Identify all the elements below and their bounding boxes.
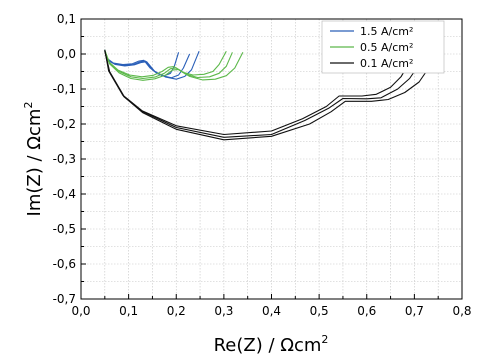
series-2 xyxy=(104,49,244,81)
y-tick-label: 0,1 xyxy=(57,12,76,26)
legend-label-0-5: 0.5 A/cm² xyxy=(360,41,413,54)
axis-ticks xyxy=(80,18,463,300)
series-1-curve-2 xyxy=(104,50,200,80)
y-tick-label: -0,6 xyxy=(53,257,76,271)
y-tick-labels: 0,1 0,0 -0,1 -0,2 -0,3 -0,4 -0,5 -0,6 -0,7 xyxy=(53,12,76,306)
y-tick-label: -0,5 xyxy=(53,222,76,236)
legend-label-0-1: 0.1 A/cm² xyxy=(360,57,413,70)
series-3-curve-2 xyxy=(104,51,434,141)
x-tick-label: 0,5 xyxy=(310,304,329,318)
x-axis-title: Re(Z) / Ωcm2 xyxy=(214,333,329,356)
series-2-curve-2 xyxy=(104,51,244,81)
y-tick-label: 0,0 xyxy=(57,47,76,61)
legend: 1.5 A/cm² 0.5 A/cm² 0.1 A/cm² xyxy=(321,20,445,74)
series-2-curve-1 xyxy=(104,50,233,80)
x-tick-label: 0,4 xyxy=(262,304,281,318)
series-2-curve-3 xyxy=(104,49,227,78)
y-axis-title: Im(Z) / Ωcm2 xyxy=(22,102,45,217)
x-axis-title-superscript: 2 xyxy=(321,333,328,346)
series-1-curve-3 xyxy=(104,49,180,77)
y-tick-label: -0,3 xyxy=(53,152,76,166)
y-tick-label: -0,1 xyxy=(53,82,76,96)
legend-label-1-5: 1.5 A/cm² xyxy=(360,25,413,38)
y-tick-label: -0,2 xyxy=(53,117,76,131)
x-tick-label: 0,6 xyxy=(357,304,376,318)
series-3-curve-3 xyxy=(104,49,413,136)
y-axis-title-superscript: 2 xyxy=(22,102,35,109)
series-1 xyxy=(104,49,200,80)
series-3 xyxy=(104,49,434,141)
x-tick-label: 0,2 xyxy=(167,304,186,318)
x-tick-labels: 0,0 0,1 0,2 0,3 0,4 0,5 0,6 0,7 0,8 xyxy=(71,304,471,318)
x-tick-label: 0,1 xyxy=(119,304,138,318)
y-tick-label: -0,7 xyxy=(53,292,76,306)
x-tick-label: 0,7 xyxy=(405,304,424,318)
y-tick-label: -0,4 xyxy=(53,187,76,201)
series-layer xyxy=(104,49,434,141)
x-tick-label: 0,8 xyxy=(452,304,471,318)
y-axis-title-text: Im(Z) / Ωcm xyxy=(24,109,45,217)
x-tick-label: 0,3 xyxy=(214,304,233,318)
x-axis-title-text: Re(Z) / Ωcm xyxy=(214,335,322,356)
x-tick-label: 0,0 xyxy=(71,304,90,318)
